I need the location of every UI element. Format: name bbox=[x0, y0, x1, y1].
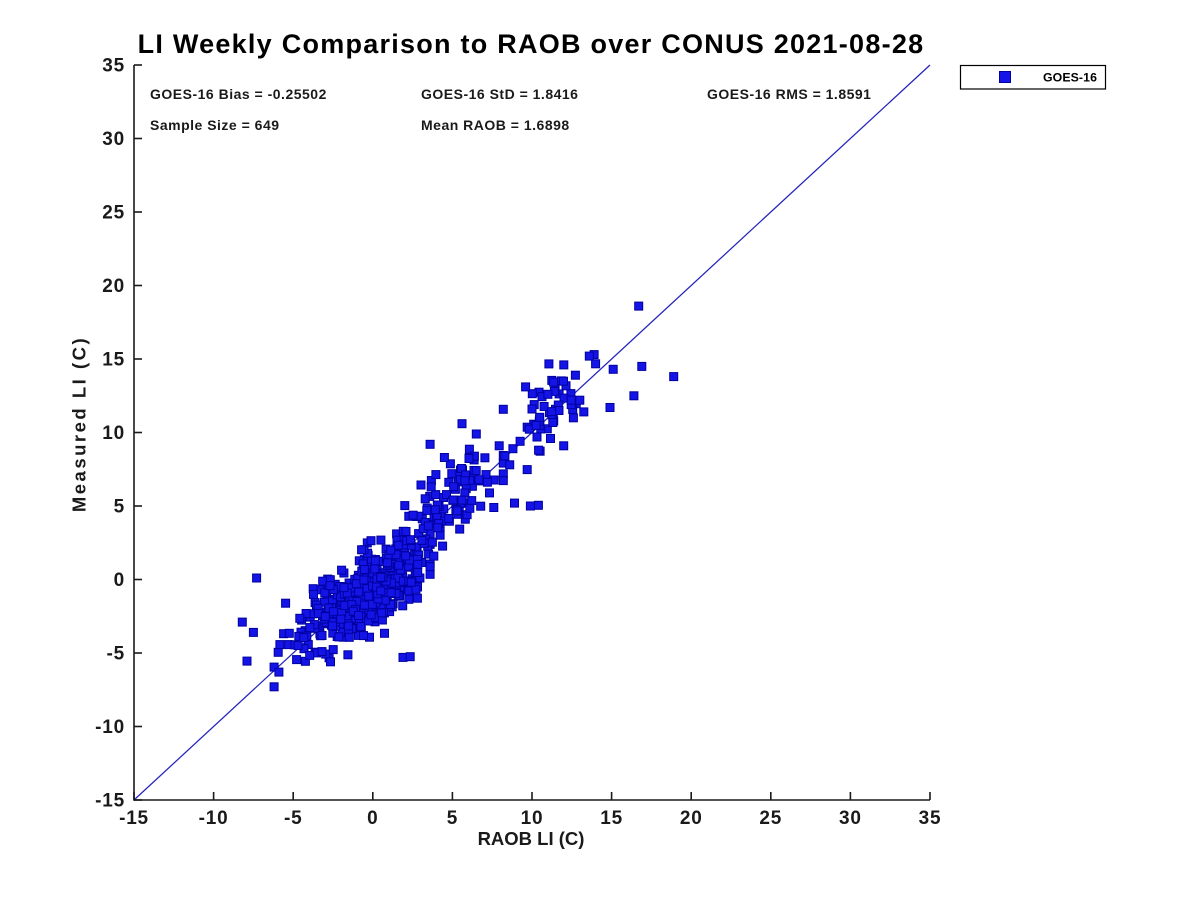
svg-text:5: 5 bbox=[114, 497, 125, 518]
svg-text:10: 10 bbox=[521, 808, 544, 829]
svg-text:30: 30 bbox=[102, 129, 125, 150]
svg-text:RAOB LI (C): RAOB LI (C) bbox=[478, 828, 585, 849]
svg-text:GOES-16 RMS = 1.8591: GOES-16 RMS = 1.8591 bbox=[707, 86, 871, 102]
svg-text:GOES-16 Bias = -0.25502: GOES-16 Bias = -0.25502 bbox=[150, 86, 327, 102]
svg-text:-15: -15 bbox=[119, 808, 149, 829]
svg-text:0: 0 bbox=[114, 570, 125, 591]
svg-text:GOES-16: GOES-16 bbox=[1043, 71, 1097, 85]
svg-text:-5: -5 bbox=[284, 808, 303, 829]
svg-text:GOES-16 StD = 1.8416: GOES-16 StD = 1.8416 bbox=[421, 86, 578, 102]
svg-text:5: 5 bbox=[447, 808, 458, 829]
svg-text:Measured LI (C): Measured LI (C) bbox=[69, 336, 90, 512]
svg-text:Sample Size = 649: Sample Size = 649 bbox=[150, 117, 280, 133]
svg-text:-10: -10 bbox=[95, 717, 125, 738]
svg-text:15: 15 bbox=[600, 808, 623, 829]
svg-text:20: 20 bbox=[102, 276, 125, 297]
svg-text:10: 10 bbox=[102, 423, 125, 444]
svg-text:-15: -15 bbox=[95, 791, 125, 812]
svg-text:25: 25 bbox=[759, 808, 782, 829]
svg-text:-5: -5 bbox=[107, 644, 126, 665]
svg-text:LI Weekly Comparison to RAOB o: LI Weekly Comparison to RAOB over CONUS … bbox=[138, 29, 925, 59]
svg-text:-10: -10 bbox=[199, 808, 229, 829]
svg-text:20: 20 bbox=[680, 808, 703, 829]
svg-text:30: 30 bbox=[839, 808, 862, 829]
svg-text:35: 35 bbox=[919, 808, 942, 829]
svg-text:25: 25 bbox=[102, 203, 125, 224]
svg-text:0: 0 bbox=[367, 808, 378, 829]
svg-text:Mean RAOB = 1.6898: Mean RAOB = 1.6898 bbox=[421, 117, 570, 133]
svg-text:35: 35 bbox=[102, 56, 125, 77]
svg-text:15: 15 bbox=[102, 350, 125, 371]
